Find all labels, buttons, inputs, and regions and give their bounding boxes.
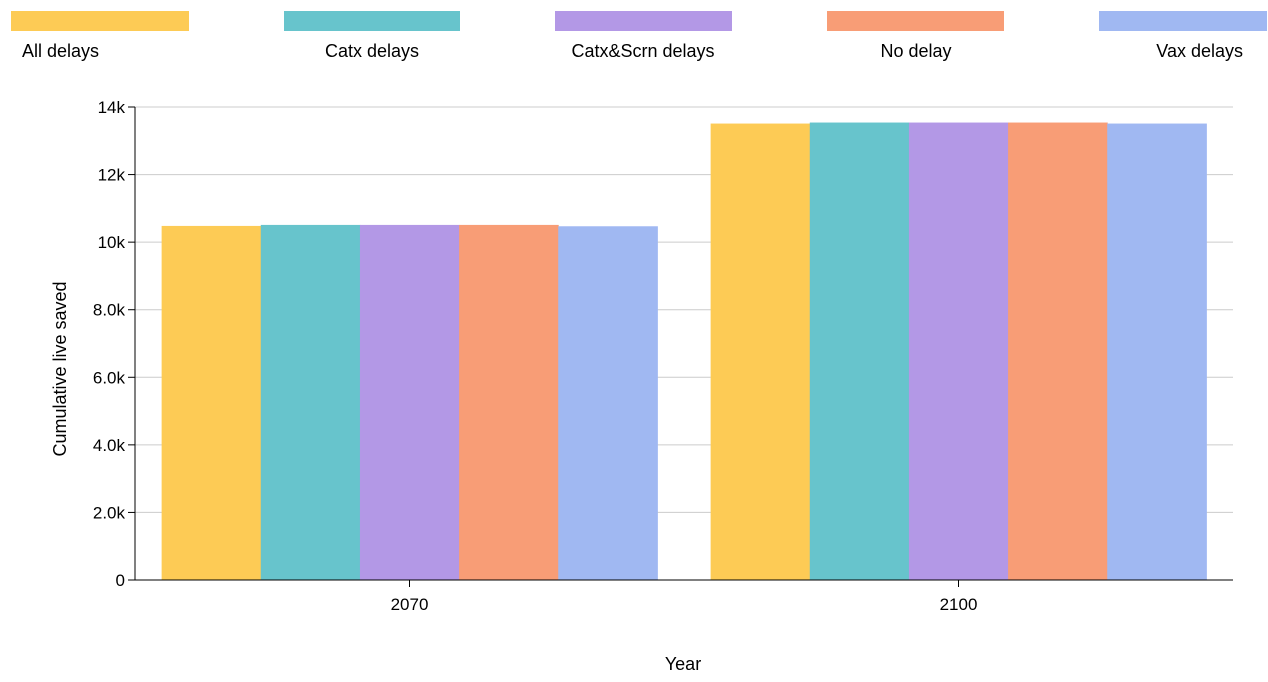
bar-catx-scrn-delays-2070: [359, 224, 460, 580]
legend-swatch-catx-scrn-delays: [555, 11, 732, 31]
y-tick-label: 14k: [98, 98, 126, 117]
y-tick-label: 0: [116, 571, 125, 590]
legend-swatch-no-delay: [827, 11, 1004, 31]
legend: All delays Catx delays Catx&Scrn delays No …: [11, 11, 1267, 61]
y-tick-label: 8.0k: [93, 301, 126, 320]
axes: 0 2.0k 4.0k 6.0k 8.0k 10k 12k 14k 2070 2100: [93, 98, 1233, 614]
y-tick-label: 2.0k: [93, 503, 126, 522]
legend-swatch-vax-delays: [1099, 11, 1267, 31]
legend-swatch-catx-delays: [284, 11, 460, 31]
bar-catx-scrn-delays-2100: [908, 122, 1009, 580]
x-axis-label: Year: [665, 654, 701, 674]
legend-swatch-all-delays: [11, 11, 189, 31]
bar-all-delays-2070: [161, 225, 262, 580]
bar-catx-delays-2070: [260, 224, 361, 580]
legend-label-catx-delays: Catx delays: [325, 41, 419, 61]
bars: [161, 122, 1207, 581]
y-axis-label: Cumulative live saved: [50, 281, 70, 456]
y-tick-label: 10k: [98, 233, 126, 252]
legend-label-all-delays: All delays: [22, 41, 99, 61]
x-tick-label: 2100: [940, 595, 978, 614]
x-tick-label: 2070: [391, 595, 429, 614]
bar-all-delays-2100: [710, 123, 811, 581]
bar-no-delay-2100: [1008, 122, 1108, 580]
bar-vax-delays-2100: [1107, 123, 1207, 581]
legend-label-catx-scrn-delays: Catx&Scrn delays: [571, 41, 714, 61]
y-tick-label: 4.0k: [93, 436, 126, 455]
legend-label-vax-delays: Vax delays: [1156, 41, 1243, 61]
bar-vax-delays-2070: [558, 226, 658, 581]
bar-catx-delays-2100: [809, 122, 910, 580]
y-tick-label: 12k: [98, 166, 126, 185]
y-tick-label: 6.0k: [93, 368, 126, 387]
bar-no-delay-2070: [459, 224, 559, 580]
legend-label-no-delay: No delay: [880, 41, 951, 61]
